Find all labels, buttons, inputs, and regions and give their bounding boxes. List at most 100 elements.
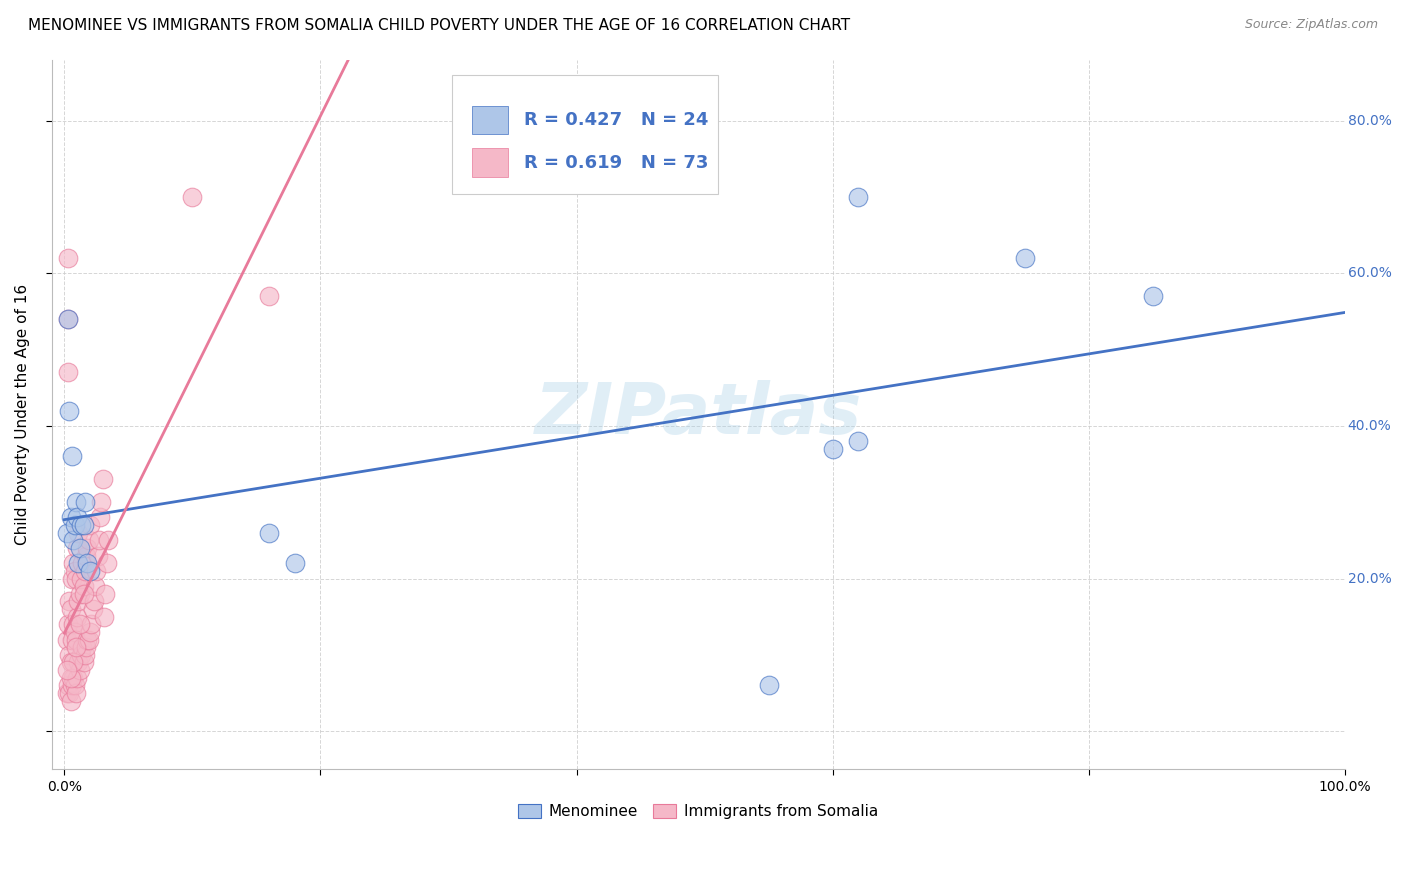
FancyBboxPatch shape (472, 148, 508, 177)
Point (72, 656, 94, 670)
Point (72, 518, 94, 533)
FancyBboxPatch shape (453, 75, 717, 194)
Point (66, 541, 89, 555)
Point (65, 640, 87, 655)
Point (67, 656, 90, 670)
Point (58, 648, 80, 662)
Point (58, 594, 80, 608)
Point (77, 533, 100, 548)
Point (60, 450, 83, 464)
Point (63, 624, 86, 639)
Point (72, 556, 94, 570)
Point (56, 251, 79, 265)
Point (73, 648, 96, 662)
Point (846, 434, 869, 449)
Point (65, 632, 87, 647)
Text: ZIPatlas: ZIPatlas (534, 380, 862, 449)
Point (89, 510, 111, 524)
Point (56, 678, 79, 692)
Point (70, 648, 93, 662)
Point (56, 663, 79, 677)
Point (86, 564, 108, 578)
Point (62, 556, 84, 570)
Point (96, 556, 118, 570)
Point (69, 587, 91, 601)
Point (70, 518, 93, 533)
Point (72, 640, 94, 655)
Text: 20.0%: 20.0% (1347, 572, 1392, 585)
Point (79, 564, 101, 578)
Y-axis label: Child Poverty Under the Age of 16: Child Poverty Under the Age of 16 (15, 284, 30, 545)
Text: R = 0.427   N = 24: R = 0.427 N = 24 (523, 111, 709, 129)
Legend: Menominee, Immigrants from Somalia: Menominee, Immigrants from Somalia (512, 798, 884, 825)
Text: R = 0.619   N = 73: R = 0.619 N = 73 (523, 153, 709, 171)
Point (80, 617, 103, 632)
Point (93, 609, 115, 624)
Text: MENOMINEE VS IMMIGRANTS FROM SOMALIA CHILD POVERTY UNDER THE AGE OF 16 CORRELATI: MENOMINEE VS IMMIGRANTS FROM SOMALIA CHI… (28, 18, 851, 33)
Point (56, 366, 79, 380)
Point (59, 510, 82, 524)
Point (59, 602, 82, 616)
Point (69, 541, 91, 555)
Point (72, 587, 94, 601)
Point (846, 190, 869, 204)
Point (59, 656, 82, 670)
Point (79, 518, 101, 533)
Point (67, 594, 90, 608)
Point (66, 609, 89, 624)
FancyBboxPatch shape (472, 106, 508, 134)
Point (66, 671, 89, 685)
Point (73, 564, 96, 578)
Point (59, 693, 82, 707)
Point (73, 495, 96, 509)
Point (284, 556, 307, 570)
Point (91, 472, 114, 486)
Point (63, 564, 86, 578)
Point (76, 541, 98, 555)
Point (60, 572, 83, 586)
Point (758, 678, 780, 692)
Point (62, 533, 84, 548)
Point (62, 617, 84, 632)
Point (79, 624, 101, 639)
Point (56, 686, 79, 700)
Point (1142, 289, 1164, 303)
Point (75, 549, 97, 563)
Point (75, 640, 97, 655)
Point (60, 632, 83, 647)
Point (56, 525, 79, 540)
Point (66, 510, 89, 524)
Point (67, 556, 90, 570)
Point (56, 312, 79, 326)
Point (77, 632, 100, 647)
Point (60, 678, 83, 692)
Text: Source: ZipAtlas.com: Source: ZipAtlas.com (1244, 18, 1378, 31)
Point (56, 632, 79, 647)
Point (63, 678, 86, 692)
Point (69, 617, 91, 632)
Point (65, 572, 87, 586)
Point (56, 617, 79, 632)
Point (56, 312, 79, 326)
Point (72, 579, 94, 593)
Point (62, 656, 84, 670)
Point (257, 289, 280, 303)
Point (87, 533, 110, 548)
Point (94, 587, 117, 601)
Point (181, 190, 204, 204)
Text: 40.0%: 40.0% (1347, 419, 1392, 433)
Point (76, 632, 98, 647)
Point (257, 525, 280, 540)
Point (69, 663, 91, 677)
Text: 80.0%: 80.0% (1347, 113, 1392, 128)
Point (821, 442, 844, 456)
Point (82, 602, 104, 616)
Point (83, 594, 105, 608)
Point (67, 525, 90, 540)
Point (59, 671, 82, 685)
Point (86, 549, 108, 563)
Point (62, 671, 84, 685)
Point (58, 403, 80, 417)
Point (1014, 251, 1036, 265)
Point (65, 495, 87, 509)
